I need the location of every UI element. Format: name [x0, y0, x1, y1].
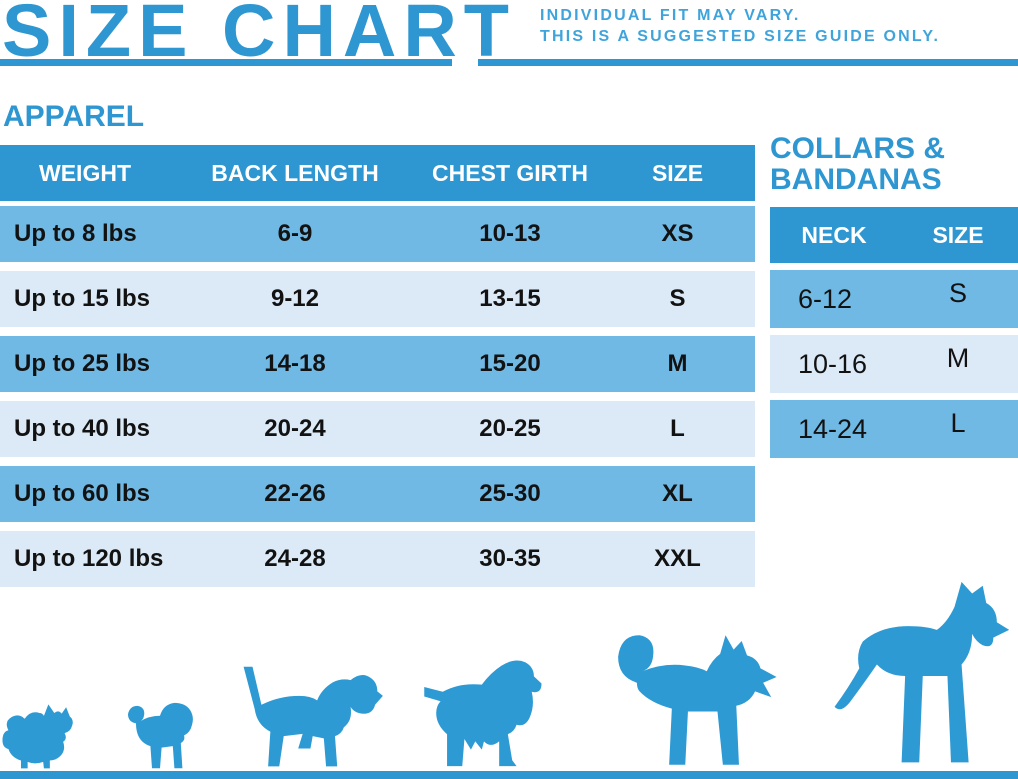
- apparel-section-heading: APPAREL: [3, 100, 145, 133]
- column-header-weight: WEIGHT: [39, 159, 131, 186]
- chest-girth-cell: 15-20: [479, 350, 541, 377]
- chest-girth-cell: 10-13: [479, 220, 541, 247]
- size-cell: M: [667, 350, 688, 377]
- size-cell: L: [670, 415, 685, 442]
- pomeranian-silhouette-icon: [2, 704, 73, 769]
- collars-section-heading: COLLARS & BANDANAS: [770, 133, 945, 195]
- size-cell: M: [946, 342, 970, 373]
- table-row: Up to 25 lbs 14-18 15-20 M: [0, 336, 755, 392]
- column-header-size: SIZE: [651, 159, 704, 186]
- table-row: Up to 8 lbs 6-9 10-13 XS: [0, 206, 755, 262]
- collars-table-header: NECK SIZE: [770, 207, 1018, 263]
- table-row: Up to 60 lbs 22-26 25-30 XL: [0, 466, 755, 522]
- great-dane-silhouette-icon: [834, 581, 1010, 763]
- size-cell: S: [948, 277, 967, 308]
- table-row: Up to 120 lbs 24-28 30-35 XXL: [0, 531, 755, 587]
- disclaimer-line-1: INDIVIDUAL FIT MAY VARY.: [540, 7, 801, 24]
- neck-cell: 6-12: [798, 283, 853, 314]
- back-length-cell: 22-26: [264, 480, 326, 507]
- column-header-size: SIZE: [932, 221, 984, 248]
- table-row: Up to 40 lbs 20-24 20-25 L: [0, 401, 755, 457]
- table-row: Up to 15 lbs 9-12 13-15 S: [0, 271, 755, 327]
- table-row: 10-16 M: [770, 335, 1018, 393]
- weight-cell: Up to 15 lbs: [14, 285, 151, 312]
- neck-cell: 14-24: [798, 413, 868, 444]
- apparel-table-rows: Up to 8 lbs 6-9 10-13 XS Up to 15 lbs 9-…: [0, 206, 755, 587]
- back-length-cell: 24-28: [264, 545, 326, 572]
- size-cell: S: [669, 285, 686, 312]
- collars-heading-line-2: BANDANAS: [770, 163, 942, 196]
- title-underline-right: [478, 59, 1018, 66]
- size-cell: XL: [662, 480, 693, 507]
- pug-silhouette-icon: [128, 702, 193, 769]
- back-length-cell: 14-18: [264, 350, 326, 377]
- collars-table-rows: 6-12 S 10-16 M 14-24 L: [770, 270, 1018, 458]
- size-cell: L: [950, 407, 966, 438]
- chest-girth-cell: 30-35: [479, 545, 541, 572]
- disclaimer-text: INDIVIDUAL FIT MAY VARY. THIS IS A SUGGE…: [540, 5, 940, 47]
- weight-cell: Up to 25 lbs: [14, 350, 151, 377]
- disclaimer-line-2: THIS IS A SUGGESTED SIZE GUIDE ONLY.: [540, 28, 941, 45]
- chest-girth-cell: 20-25: [479, 415, 541, 442]
- column-header-chest-girth: CHEST GIRTH: [432, 159, 588, 186]
- size-cell: XXL: [654, 545, 701, 572]
- chest-girth-cell: 13-15: [479, 285, 541, 312]
- apparel-table-header: WEIGHT BACK LENGTH CHEST GIRTH SIZE: [0, 145, 755, 201]
- weight-cell: Up to 60 lbs: [14, 480, 151, 507]
- weight-cell: Up to 8 lbs: [14, 220, 137, 247]
- weight-cell: Up to 120 lbs: [14, 545, 164, 572]
- spitz-silhouette-icon: [618, 635, 777, 765]
- title-underline-left: [0, 59, 452, 66]
- collars-heading-line-1: COLLARS &: [770, 132, 945, 165]
- apparel-size-table: WEIGHT BACK LENGTH CHEST GIRTH SIZE Up t…: [0, 145, 755, 596]
- weight-cell: Up to 40 lbs: [14, 415, 151, 442]
- beagle-silhouette-icon: [243, 666, 383, 767]
- cocker-spaniel-silhouette-icon: [424, 660, 542, 767]
- collars-size-table: NECK SIZE 6-12 S 10-16 M 14-24 L: [770, 207, 1018, 465]
- neck-cell: 10-16: [798, 348, 868, 379]
- column-header-back-length: BACK LENGTH: [211, 159, 379, 186]
- column-header-neck: NECK: [801, 221, 867, 248]
- size-cell: XS: [661, 220, 694, 247]
- ground-line: [0, 771, 1018, 779]
- chest-girth-cell: 25-30: [479, 480, 541, 507]
- back-length-cell: 9-12: [270, 285, 320, 312]
- table-row: 14-24 L: [770, 400, 1018, 458]
- table-row: 6-12 S: [770, 270, 1018, 328]
- back-length-cell: 20-24: [264, 415, 326, 442]
- back-length-cell: 6-9: [277, 220, 313, 247]
